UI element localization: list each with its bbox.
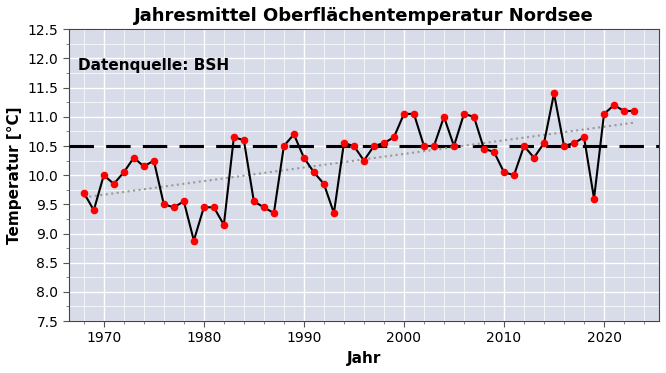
Point [399,111,410,117]
Y-axis label: Temperatur [°C]: Temperatur [°C] [7,106,22,244]
Point [519,143,529,149]
Point [539,140,549,146]
Point [378,140,389,146]
Point [509,172,519,178]
Point [159,201,169,207]
Point [318,181,329,187]
Point [288,131,299,137]
Point [129,155,139,161]
Point [499,169,509,175]
Point [489,149,500,155]
Point [629,108,639,114]
Point [619,108,629,114]
Point [109,181,119,187]
Point [569,140,579,146]
Point [589,195,599,201]
Point [609,102,619,108]
Point [139,163,149,169]
Point [149,158,159,164]
Point [278,143,289,149]
Point [469,114,480,120]
Point [429,143,440,149]
Point [579,134,589,140]
Point [599,111,609,117]
Point [99,172,109,178]
Point [188,238,199,244]
Point [439,114,450,120]
Point [459,111,470,117]
Point [388,134,399,140]
Point [328,210,339,216]
Point [368,143,379,149]
Point [218,222,229,228]
Point [549,91,559,97]
Point [228,134,239,140]
Point [298,155,309,161]
Point [358,158,369,164]
Point [248,198,259,204]
Point [168,204,179,210]
Point [308,169,319,175]
Point [238,137,249,143]
Point [348,143,359,149]
Point [559,143,569,149]
Point [449,143,460,149]
Point [258,204,269,210]
Point [89,207,99,213]
Point [529,155,539,161]
Point [178,198,189,204]
Point [338,140,349,146]
Point [119,169,129,175]
Point [208,204,219,210]
Point [268,210,279,216]
Point [198,204,209,210]
Point [479,146,490,152]
Point [419,143,430,149]
Point [409,111,420,117]
X-axis label: Jahr: Jahr [347,351,381,366]
Point [79,190,89,196]
Text: Datenquelle: BSH: Datenquelle: BSH [78,59,228,73]
Title: Jahresmittel Oberflächentemperatur Nordsee: Jahresmittel Oberflächentemperatur Nords… [134,7,594,25]
